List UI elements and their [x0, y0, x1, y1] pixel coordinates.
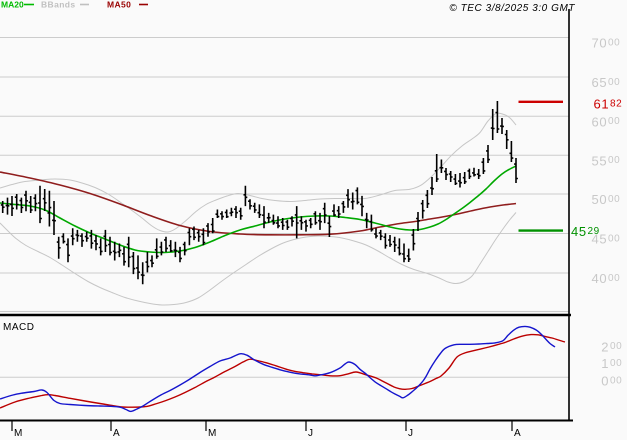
svg-text:M: M: [14, 428, 22, 439]
svg-text:MA20: MA20: [1, 0, 24, 10]
svg-text:4529: 4529: [571, 224, 600, 239]
svg-text:© TEC 3/8/2025 3:0 GMT: © TEC 3/8/2025 3:0 GMT: [449, 3, 575, 14]
svg-text:6500: 6500: [592, 75, 621, 90]
svg-text:5500: 5500: [592, 153, 621, 168]
svg-text:7000: 7000: [592, 36, 621, 51]
svg-text:6000: 6000: [592, 114, 621, 129]
svg-text:A: A: [514, 428, 521, 439]
svg-text:4500: 4500: [592, 232, 621, 247]
svg-text:M: M: [208, 428, 216, 439]
svg-text:BBands: BBands: [41, 0, 76, 10]
svg-text:000: 000: [601, 374, 622, 389]
svg-text:100: 100: [601, 356, 622, 371]
svg-text:MACD: MACD: [3, 322, 34, 333]
svg-text:J: J: [308, 428, 313, 439]
svg-text:5000: 5000: [592, 192, 621, 207]
svg-text:J: J: [408, 428, 413, 439]
svg-text:MA50: MA50: [107, 0, 131, 10]
svg-text:A: A: [113, 428, 120, 439]
svg-text:6182: 6182: [594, 97, 623, 112]
svg-text:4000: 4000: [592, 271, 621, 286]
svg-text:200: 200: [601, 339, 622, 354]
